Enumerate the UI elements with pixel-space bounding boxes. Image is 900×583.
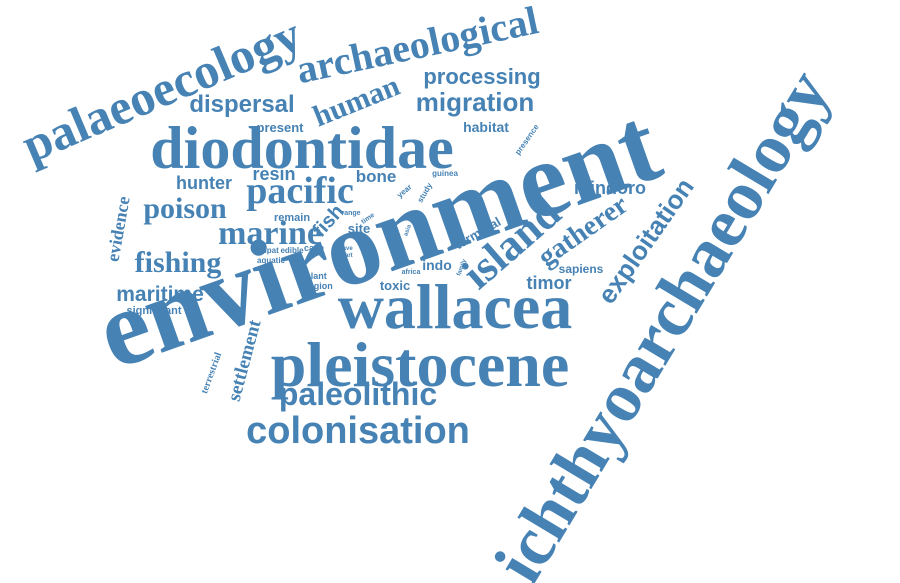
word-sapiens: sapiens bbox=[559, 262, 604, 276]
word-maritime: maritime bbox=[116, 283, 204, 306]
word-range: range bbox=[341, 210, 360, 217]
word-marine: marine bbox=[218, 215, 322, 252]
word-asia: asia bbox=[403, 224, 413, 238]
word-fishing: fishing bbox=[135, 246, 222, 279]
word-colonisation: colonisation bbox=[246, 410, 470, 452]
word-processing: processing bbox=[423, 64, 540, 89]
word-paleolithic: paleolithic bbox=[279, 376, 437, 412]
word-hunter: hunter bbox=[176, 173, 232, 193]
word-aquatic: aquatic bbox=[257, 256, 286, 265]
word-pleistocene: pleistocene bbox=[271, 329, 570, 400]
word-guinea: guinea bbox=[432, 169, 458, 178]
word-family: family bbox=[456, 258, 468, 277]
word-toxic: toxic bbox=[380, 278, 410, 293]
word-significant: significant bbox=[126, 305, 181, 317]
word-timor: timor bbox=[527, 273, 572, 293]
word-bone: bone bbox=[356, 167, 397, 186]
word-region: region bbox=[305, 281, 333, 291]
word-plant: plant bbox=[305, 271, 327, 281]
word-indo: indo bbox=[422, 257, 452, 273]
word-case: case bbox=[304, 243, 324, 253]
word-wallacea: wallacea bbox=[338, 271, 573, 342]
word-africa: africa bbox=[402, 269, 421, 276]
word-site: site bbox=[348, 221, 370, 236]
word-mindoro: mindoro bbox=[574, 178, 646, 198]
word-cave: cave bbox=[339, 246, 353, 252]
word-edible: edible bbox=[280, 246, 304, 255]
word-evidence: evidence bbox=[103, 195, 134, 263]
word-resin: resin bbox=[252, 164, 295, 184]
word-present: present bbox=[257, 120, 305, 135]
word-pacific: pacific bbox=[246, 170, 354, 212]
word-ampat: ampat bbox=[255, 246, 279, 255]
word-migration: migration bbox=[416, 87, 534, 117]
word-dispersal: dispersal bbox=[189, 91, 294, 118]
word-diodontidae: diodontidae bbox=[150, 115, 453, 181]
word-poison: poison bbox=[143, 192, 227, 225]
word-remain: remain bbox=[274, 212, 310, 224]
word-part: part bbox=[341, 253, 352, 259]
word-habitat: habitat bbox=[463, 119, 509, 135]
